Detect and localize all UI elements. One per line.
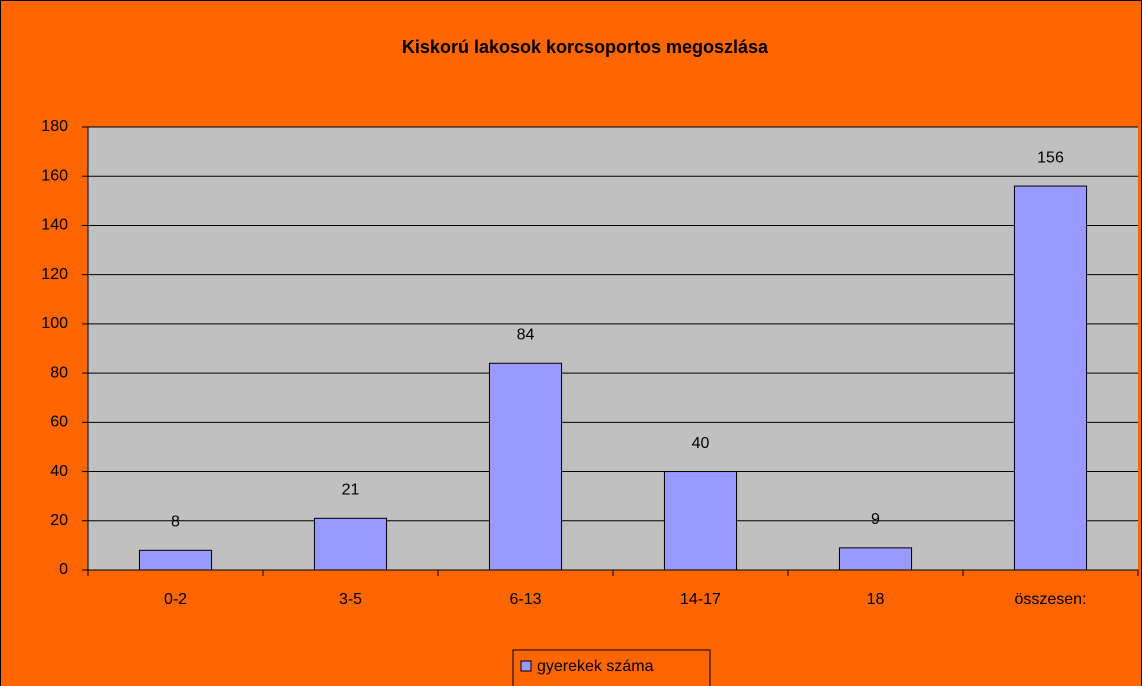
y-tick-label: 60 <box>50 414 68 431</box>
bar <box>838 547 913 571</box>
y-tick-label: 80 <box>50 364 68 381</box>
data-label: 156 <box>1037 149 1064 166</box>
y-tick-label: 180 <box>41 118 68 135</box>
bar <box>488 362 563 571</box>
x-tick-label: összesen: <box>1014 591 1086 608</box>
data-label: 21 <box>342 482 360 499</box>
x-tick-label: 14-17 <box>680 591 721 608</box>
x-tick-label: 3-5 <box>339 591 362 608</box>
x-tick-label: 6-13 <box>509 591 541 608</box>
y-tick-label: 160 <box>41 167 68 184</box>
bar <box>663 471 738 571</box>
bar <box>313 517 388 571</box>
legend-box <box>512 649 711 686</box>
data-label: 9 <box>871 511 880 528</box>
bar <box>138 549 213 571</box>
data-label: 40 <box>692 435 710 452</box>
y-tick-label: 140 <box>41 217 68 234</box>
x-tick-label: 0-2 <box>164 591 187 608</box>
y-tick-label: 0 <box>59 561 68 578</box>
legend-swatch <box>520 660 532 672</box>
data-label: 8 <box>171 514 180 531</box>
y-tick-label: 40 <box>50 463 68 480</box>
data-label: 84 <box>517 326 535 343</box>
y-tick-label: 20 <box>50 512 68 529</box>
y-tick-label: 120 <box>41 266 68 283</box>
bar <box>1013 185 1088 571</box>
plot-area <box>88 127 1138 570</box>
y-tick-label: 100 <box>41 315 68 332</box>
legend-label: gyerekek száma <box>537 658 654 675</box>
x-tick-label: 18 <box>867 591 885 608</box>
chart-title: Kiskorú lakosok korcsoportos megoszlása <box>402 37 769 57</box>
